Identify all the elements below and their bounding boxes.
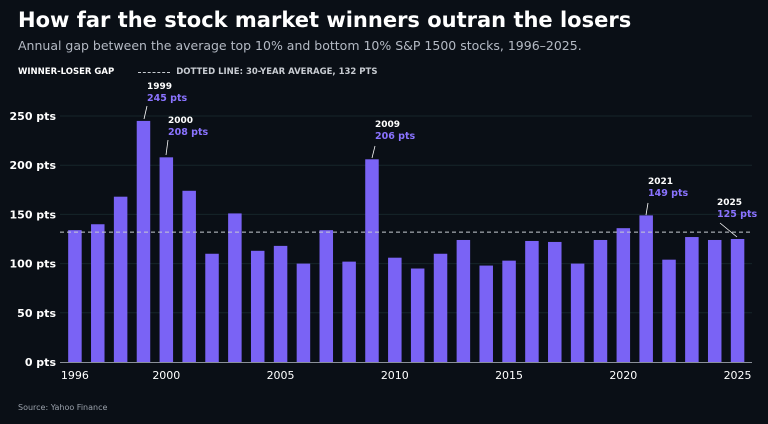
y-tick-label: 100 pts [10, 258, 57, 271]
bar-2007 [319, 230, 334, 362]
bar-2012 [433, 253, 448, 362]
annotation-leader-2009 [371, 145, 376, 159]
bar-2019 [593, 239, 608, 362]
bar-1996 [68, 230, 82, 362]
legend-average-label: DOTTED LINE: 30-YEAR AVERAGE, 132 PTS [176, 67, 378, 77]
annotation-value-2025: 125 pts [717, 209, 757, 220]
annotation-year-2000: 2000 [168, 116, 193, 126]
annotation-year-2009: 2009 [375, 120, 400, 130]
y-tick-label: 250 pts [10, 110, 57, 123]
bar-2022 [662, 259, 676, 362]
y-tick-label: 50 pts [17, 307, 56, 320]
source-note: Source: Yahoo Finance [18, 403, 108, 412]
annotation-leader-2025 [719, 222, 738, 238]
annotation-leader-2021 [645, 202, 649, 216]
x-tick-label: 2000 [152, 369, 180, 382]
bar-2017 [548, 241, 562, 362]
y-tick-label: 150 pts [10, 208, 57, 221]
x-tick-label: 2005 [267, 369, 295, 382]
chart-title: How far the stock market winners outran … [18, 8, 632, 32]
annotation-leader-2000 [165, 139, 169, 156]
bar-1997 [91, 224, 105, 362]
bar-2014 [479, 265, 493, 362]
x-tick-label: 1996 [61, 369, 89, 382]
x-tick-label: 2020 [609, 369, 637, 382]
bar-2006 [296, 263, 311, 362]
annotation-leader-1999 [143, 105, 148, 120]
bar-2004 [250, 250, 265, 362]
bar-2023 [685, 237, 699, 362]
bar-2021 [639, 215, 653, 362]
bar-2024 [707, 239, 722, 362]
bar-2016 [525, 240, 539, 362]
annotation-year-2021: 2021 [648, 177, 673, 187]
annotation-value-2009: 206 pts [375, 131, 415, 142]
bar-2010 [388, 257, 402, 362]
bar-2005 [273, 245, 288, 362]
x-tick-label: 2025 [724, 369, 752, 382]
bar-2009 [365, 159, 379, 362]
y-tick-label: 200 pts [10, 159, 57, 172]
x-tick-label: 2010 [381, 369, 409, 382]
bar-2018 [570, 263, 585, 362]
annotation-year-1999: 1999 [147, 82, 172, 92]
legend-series-label: WINNER-LOSER GAP [18, 67, 115, 77]
bar-2003 [228, 213, 242, 362]
bar-1999 [136, 120, 151, 362]
bar-1998 [113, 196, 128, 362]
bar-2001 [182, 190, 196, 362]
x-tick-label: 2015 [495, 369, 523, 382]
annotation-year-2025: 2025 [717, 198, 742, 208]
legend-dash-swatch [138, 71, 171, 73]
bar-2015 [502, 260, 516, 362]
annotation-value-2021: 149 pts [648, 188, 688, 199]
y-tick-label: 0 pts [25, 356, 57, 369]
chart-subtitle: Annual gap between the average top 10% a… [18, 38, 582, 53]
bar-2011 [410, 268, 425, 362]
bar-2025 [730, 239, 745, 362]
annotation-value-1999: 245 pts [147, 93, 187, 104]
bar-2000 [159, 157, 174, 362]
bar-2002 [205, 253, 219, 362]
bar-2013 [456, 239, 471, 362]
bar-2020 [616, 228, 631, 362]
bar-2008 [342, 261, 356, 362]
legend: WINNER-LOSER GAP DOTTED LINE: 30-YEAR AV… [18, 67, 377, 77]
annotation-value-2000: 208 pts [168, 127, 208, 138]
